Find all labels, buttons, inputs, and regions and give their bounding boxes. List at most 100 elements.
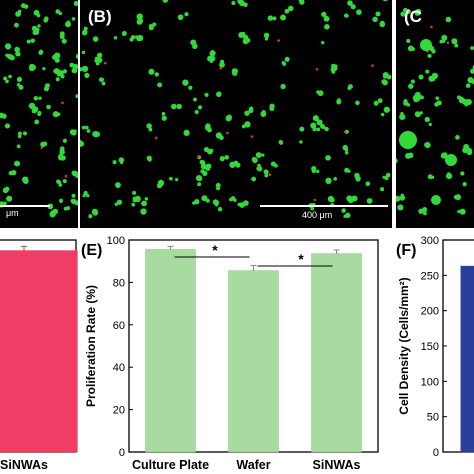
- live-cell: [343, 13, 349, 18]
- live-cell: [71, 170, 78, 177]
- live-cell: [470, 68, 474, 74]
- chart-f: 050100150200250300CultuCell Density (Cel…: [396, 235, 474, 459]
- live-cell: [71, 198, 77, 205]
- live-cell: [400, 111, 404, 116]
- live-cell: [257, 166, 263, 172]
- dead-cell: [268, 173, 272, 176]
- live-cell: [379, 20, 385, 26]
- live-cell: [261, 153, 265, 157]
- panel-b-cells: [80, 0, 392, 219]
- live-cell: [316, 169, 320, 173]
- live-cell: [366, 198, 373, 204]
- live-cell: [451, 38, 458, 45]
- live-cell: [272, 16, 277, 21]
- dead-cell: [277, 39, 280, 42]
- live-cell: [40, 141, 46, 148]
- live-cell: [468, 151, 472, 155]
- live-cell: [441, 34, 448, 41]
- live-cell: [396, 158, 398, 164]
- live-cell: [228, 197, 233, 202]
- live-cell: [56, 179, 61, 184]
- dead-cell: [196, 155, 200, 159]
- live-cell: [42, 67, 46, 71]
- live-cell: [255, 152, 262, 159]
- live-cell: [264, 37, 269, 41]
- live-cell: [224, 155, 230, 160]
- live-cell: [439, 39, 444, 44]
- live-cell: [3, 76, 8, 81]
- live-cell: [471, 80, 474, 84]
- live-cell: [427, 53, 432, 58]
- y-tick-label: 0: [433, 447, 439, 459]
- live-cell: [14, 46, 20, 53]
- live-cell: [98, 77, 104, 83]
- live-cell: [43, 86, 50, 92]
- live-cell: [132, 190, 137, 195]
- dead-cell: [250, 135, 254, 138]
- live-cell: [182, 79, 189, 86]
- live-cell: [148, 25, 154, 31]
- live-cell: [52, 111, 59, 118]
- live-cell: [43, 18, 49, 23]
- y-axis-label: Proliferation Rate (%): [84, 285, 98, 407]
- live-cell: [30, 38, 36, 43]
- live-cell: [465, 83, 471, 88]
- live-cell: [324, 24, 330, 30]
- live-cell: [347, 0, 353, 6]
- live-cell: [80, 140, 85, 147]
- live-cell: [176, 103, 182, 110]
- live-cell: [239, 0, 245, 7]
- live-cell: [38, 96, 42, 100]
- dead-cell: [446, 41, 450, 45]
- live-cell: [131, 202, 136, 207]
- live-cell: [424, 116, 430, 123]
- cell-cluster: [399, 131, 417, 149]
- dead-cell: [40, 146, 44, 149]
- live-cell: [192, 201, 196, 205]
- live-cell: [239, 202, 245, 207]
- live-cell: [343, 214, 347, 218]
- live-cell: [454, 43, 459, 48]
- live-cell: [251, 176, 257, 182]
- live-cell: [399, 195, 406, 201]
- live-cell: [152, 22, 157, 27]
- live-cell: [146, 155, 152, 161]
- live-cell: [148, 68, 155, 75]
- live-cell: [18, 84, 24, 90]
- live-cell: [169, 176, 173, 181]
- live-cell: [220, 157, 225, 162]
- live-cell: [93, 131, 100, 138]
- live-cell: [231, 1, 236, 6]
- live-cell: [457, 209, 461, 214]
- live-cell: [33, 96, 39, 101]
- live-cell: [62, 179, 67, 184]
- bar: [311, 253, 362, 453]
- live-cell: [22, 176, 28, 183]
- live-cell: [183, 129, 190, 136]
- live-cell: [8, 74, 12, 79]
- live-cell: [8, 170, 14, 176]
- y-tick-label: 40: [113, 362, 125, 374]
- live-cell: [284, 8, 290, 14]
- live-cell: [453, 194, 459, 200]
- live-cell: [83, 190, 88, 196]
- live-cell: [244, 110, 250, 116]
- cell-cluster: [445, 154, 457, 166]
- dead-cell: [430, 25, 433, 29]
- live-cell: [22, 131, 28, 136]
- live-cell: [59, 146, 65, 152]
- live-cell: [408, 83, 414, 89]
- panel-letter: (E): [81, 242, 102, 259]
- dead-cell: [219, 66, 222, 70]
- live-cell: [241, 124, 246, 129]
- live-cell: [233, 160, 239, 166]
- live-cell: [58, 183, 63, 187]
- dead-cell: [226, 131, 229, 135]
- live-cell: [383, 106, 390, 113]
- live-cell: [18, 9, 22, 14]
- live-cell: [344, 167, 350, 173]
- live-cell: [459, 208, 466, 215]
- live-cell: [75, 53, 78, 60]
- live-cell: [406, 103, 411, 107]
- live-cell: [406, 38, 411, 43]
